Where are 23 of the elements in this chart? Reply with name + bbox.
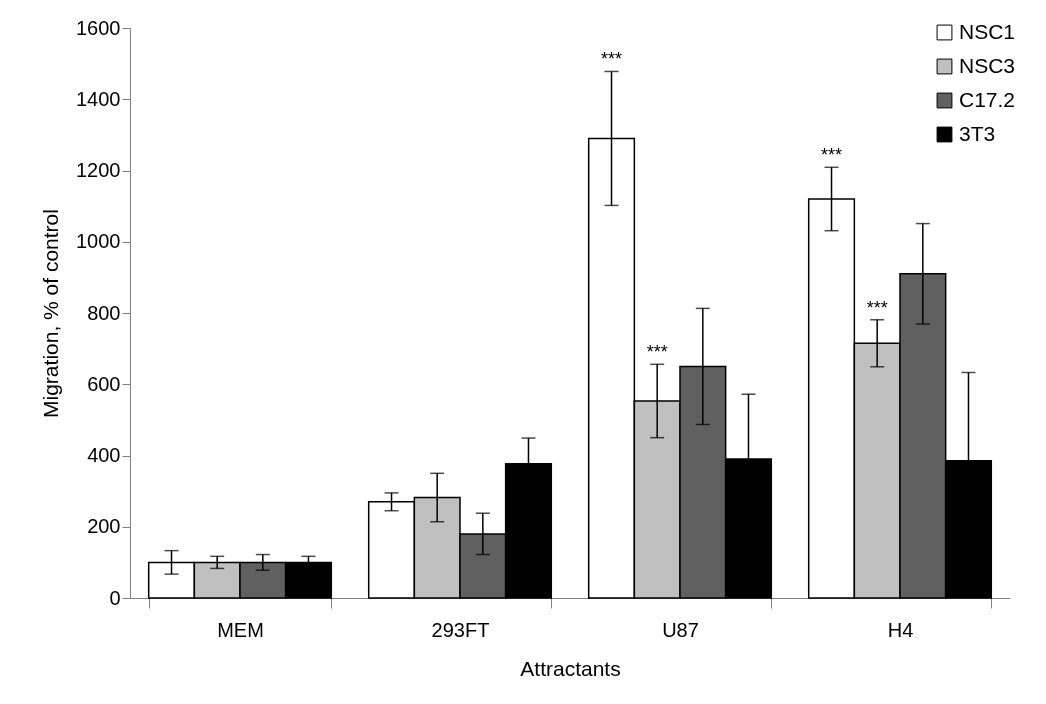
y-tick-label: 400 <box>87 444 121 466</box>
x-tick-label: MEM <box>217 618 264 641</box>
annotation: *** <box>646 342 668 363</box>
legend-label: NSC1 <box>959 19 1016 43</box>
x-tick-label: 293FT <box>431 618 490 641</box>
y-tick-label: 1400 <box>76 87 121 110</box>
y-axis-title: Migration, % of control <box>39 209 63 418</box>
legend-label: NSC3 <box>959 53 1016 77</box>
y-tick-label: 1200 <box>76 159 121 181</box>
annotation: *** <box>821 145 843 166</box>
y-tick-label: 600 <box>87 372 121 395</box>
x-tick-label: U87 <box>662 618 699 641</box>
y-tick-label: 0 <box>109 586 121 609</box>
y-tick-label: 1600 <box>76 16 121 39</box>
x-axis-title: Attractants <box>520 656 621 680</box>
annotation: *** <box>601 49 623 70</box>
y-tick-label: 1000 <box>76 230 121 253</box>
legend-label: 3T3 <box>959 121 996 145</box>
y-tick-label: 800 <box>87 301 121 324</box>
annotation: *** <box>866 297 888 318</box>
legend-label: C17.2 <box>959 87 1016 111</box>
y-tick-label: 200 <box>87 515 121 538</box>
x-tick-label: H4 <box>887 618 914 641</box>
